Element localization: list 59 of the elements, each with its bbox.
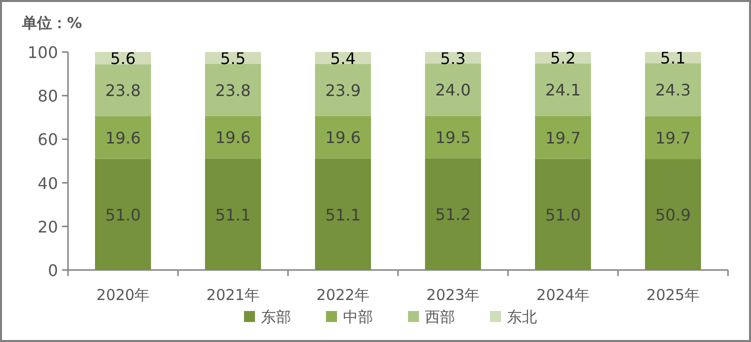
data-label: 51.0 xyxy=(105,205,141,224)
data-label: 5.6 xyxy=(110,49,136,68)
x-tick-label: 2020年 xyxy=(96,286,150,304)
data-label: 5.2 xyxy=(550,48,576,68)
y-tick-label: 0 xyxy=(48,261,58,280)
data-label: 51.0 xyxy=(545,205,581,224)
x-tick-label: 2025年 xyxy=(646,286,700,304)
bar xyxy=(425,64,481,116)
bar xyxy=(205,64,261,116)
data-label: 24.3 xyxy=(655,80,691,100)
data-label: 23.8 xyxy=(215,80,251,100)
x-tick-label: 2024年 xyxy=(536,286,590,304)
legend-label: 东北 xyxy=(507,308,537,326)
legend-label: 西部 xyxy=(425,308,455,326)
y-axis-title: 单位：% xyxy=(21,14,82,32)
bar xyxy=(315,64,371,116)
data-label: 5.3 xyxy=(440,48,466,68)
bar xyxy=(645,116,701,160)
data-label: 19.6 xyxy=(105,128,141,148)
data-label: 19.6 xyxy=(325,128,361,148)
x-tick-label: 2023年 xyxy=(426,286,480,304)
y-tick-label: 40 xyxy=(38,174,58,193)
data-label: 24.1 xyxy=(545,80,581,100)
bar xyxy=(645,159,701,270)
data-label: 19.7 xyxy=(545,128,581,148)
data-label: 19.5 xyxy=(435,128,471,148)
x-tick-label: 2022年 xyxy=(316,286,370,304)
data-label: 23.8 xyxy=(105,81,141,100)
bar xyxy=(205,158,261,270)
data-label: 23.9 xyxy=(325,80,361,100)
y-tick-label: 80 xyxy=(38,86,58,106)
data-label: 24.0 xyxy=(435,80,471,100)
y-tick-label: 100 xyxy=(27,43,58,62)
data-label: 51.1 xyxy=(215,205,251,224)
y-tick-label: 20 xyxy=(38,217,58,236)
bar xyxy=(535,158,591,270)
bar xyxy=(425,116,481,158)
data-label: 51.1 xyxy=(325,205,361,224)
bar xyxy=(535,116,591,159)
bar xyxy=(205,116,261,159)
y-tick-label: 60 xyxy=(38,130,58,150)
data-label: 5.1 xyxy=(660,48,686,68)
bar xyxy=(95,64,151,116)
data-label: 19.6 xyxy=(215,128,251,148)
legend-label: 中部 xyxy=(343,308,373,326)
bar xyxy=(95,158,151,270)
bar xyxy=(315,116,371,159)
bar xyxy=(95,116,151,159)
bar xyxy=(425,158,481,270)
bar xyxy=(535,63,591,116)
data-label: 50.9 xyxy=(655,206,691,225)
data-label: 51.2 xyxy=(435,205,471,224)
x-tick-label: 2021年 xyxy=(206,286,260,304)
bar xyxy=(645,63,701,116)
data-label: 5.5 xyxy=(220,48,246,68)
legend-label: 东部 xyxy=(261,308,291,326)
bar xyxy=(315,158,371,270)
data-label: 19.7 xyxy=(655,128,691,148)
data-label: 5.4 xyxy=(330,48,356,68)
